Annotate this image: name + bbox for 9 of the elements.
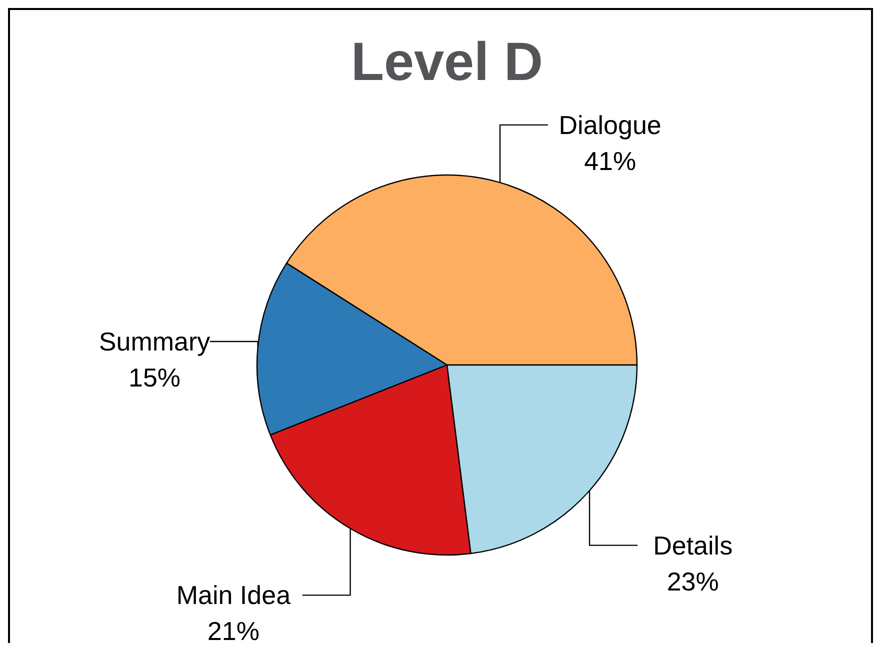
data-label: 23% [666, 566, 719, 596]
data-label: 21% [207, 616, 260, 646]
slice-label: Summary [98, 326, 210, 356]
chart-title: Level D [350, 32, 544, 92]
data-label: 41% [584, 146, 636, 176]
slice-label: Details [653, 530, 733, 560]
slice-label: Dialogue [558, 110, 662, 140]
data-label: 15% [128, 362, 181, 392]
slice-label: Main Idea [176, 580, 292, 610]
